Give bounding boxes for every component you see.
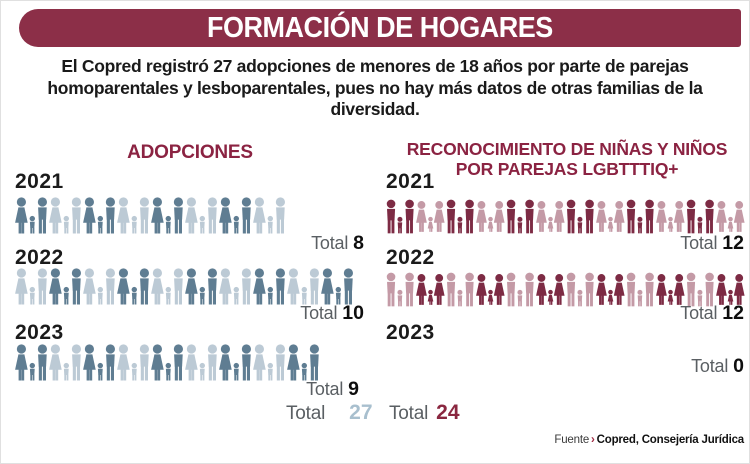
total-label: Total — [691, 356, 729, 376]
family-icon — [151, 197, 183, 234]
family-icon — [117, 344, 149, 381]
adoptions-2021-pictogram-row — [15, 197, 286, 234]
family-icon — [536, 274, 565, 305]
family-icon — [219, 197, 251, 234]
family-icon — [596, 274, 625, 305]
page-title: FORMACIÓN DE HOGARES — [207, 11, 553, 44]
title-banner: FORMACIÓN DE HOGARES — [19, 9, 741, 47]
adoptions-column-title: ADOPCIONES — [127, 142, 253, 163]
total-value: 12 — [722, 302, 744, 324]
family-icon — [686, 199, 714, 234]
family-icon — [185, 197, 217, 234]
total-label: Total — [389, 403, 429, 424]
adoptions-2022-pictogram-row — [15, 268, 354, 305]
family-icon — [287, 268, 319, 305]
family-icon — [253, 197, 285, 234]
family-icon — [626, 199, 654, 234]
total-label: Total — [300, 303, 338, 323]
total-label: Total — [311, 233, 349, 253]
family-icon — [253, 268, 285, 305]
recognition-title-line-2: POR PAREJAS LGBTTTIQ+ — [455, 158, 679, 179]
family-icon — [83, 268, 115, 305]
family-icon — [566, 272, 594, 307]
family-icon — [716, 274, 745, 305]
recognition-title-line-1: RECONOCIMIENTO DE NIÑAS Y NIÑOS — [406, 139, 728, 159]
recognition-2022-total: Total 12 — [680, 302, 744, 325]
source-text: Copred, Consejería Jurídica — [596, 434, 745, 446]
family-icon — [686, 272, 714, 307]
family-icon — [656, 201, 685, 232]
adoptions-year-2021: 2021 — [15, 170, 64, 193]
source-arrow-icon: › — [591, 434, 595, 446]
adoptions-year-2022: 2022 — [15, 246, 64, 269]
total-value: 9 — [348, 378, 359, 400]
adoptions-grand-total: Total 27 — [286, 401, 373, 425]
family-icon — [253, 344, 285, 381]
total-label: Total — [286, 403, 326, 424]
family-icon — [287, 344, 319, 381]
family-icon — [476, 274, 505, 305]
family-icon — [416, 201, 445, 232]
family-icon — [185, 268, 217, 305]
recognition-2021-total: Total 12 — [680, 232, 744, 255]
total-value: 10 — [342, 302, 364, 324]
recognition-column-title: RECONOCIMIENTO DE NIÑAS Y NIÑOS POR PARE… — [386, 139, 748, 179]
family-icon — [506, 199, 534, 234]
family-icon — [386, 272, 414, 307]
source-prefix: Fuente — [554, 434, 590, 446]
family-icon — [151, 268, 183, 305]
recognition-grand-total: Total 24 — [389, 401, 460, 425]
family-icon — [49, 268, 81, 305]
family-icon — [15, 268, 47, 305]
family-icon — [596, 201, 625, 232]
family-icon — [49, 344, 81, 381]
adoptions-2023-total: Total 9 — [306, 378, 359, 401]
family-icon — [321, 268, 353, 305]
family-icon — [83, 344, 115, 381]
family-icon — [185, 344, 217, 381]
total-label: Total — [680, 233, 718, 253]
family-icon — [566, 199, 594, 234]
family-icon — [219, 268, 251, 305]
adoptions-year-2023: 2023 — [15, 321, 64, 344]
family-icon — [656, 274, 685, 305]
family-icon — [83, 197, 115, 234]
adoptions-2023-pictogram-row — [15, 344, 320, 381]
recognition-grand-total-value: 24 — [436, 401, 460, 424]
total-value: 0 — [733, 355, 744, 377]
family-icon — [386, 199, 414, 234]
total-value: 8 — [353, 232, 364, 254]
total-label: Total — [680, 303, 718, 323]
family-icon — [151, 344, 183, 381]
total-value: 12 — [722, 232, 744, 254]
family-icon — [716, 201, 745, 232]
family-icon — [476, 201, 505, 232]
family-icon — [15, 344, 47, 381]
family-icon — [49, 197, 81, 234]
recognition-year-2023: 2023 — [386, 321, 435, 344]
total-label: Total — [306, 379, 344, 399]
adoptions-2022-total: Total 10 — [300, 302, 364, 325]
family-icon — [15, 197, 47, 234]
family-icon — [416, 274, 445, 305]
recognition-year-2022: 2022 — [386, 246, 435, 269]
family-icon — [117, 268, 149, 305]
family-icon — [117, 197, 149, 234]
family-icon — [446, 199, 474, 234]
family-icon — [506, 272, 534, 307]
family-icon — [536, 201, 565, 232]
family-icon — [446, 272, 474, 307]
source-line: Fuente › Copred, Consejería Jurídica — [554, 434, 744, 446]
recognition-2022-pictogram-row — [386, 271, 745, 308]
recognition-year-2021: 2021 — [386, 170, 435, 193]
family-icon — [219, 344, 251, 381]
adoptions-grand-total-value: 27 — [349, 401, 373, 424]
family-icon — [626, 272, 654, 307]
recognition-2021-pictogram-row — [386, 198, 745, 235]
adoptions-2021-total: Total 8 — [311, 232, 364, 255]
intro-text: El Copred registró 27 adopciones de meno… — [47, 56, 703, 119]
recognition-2023-total: Total 0 — [691, 355, 744, 378]
